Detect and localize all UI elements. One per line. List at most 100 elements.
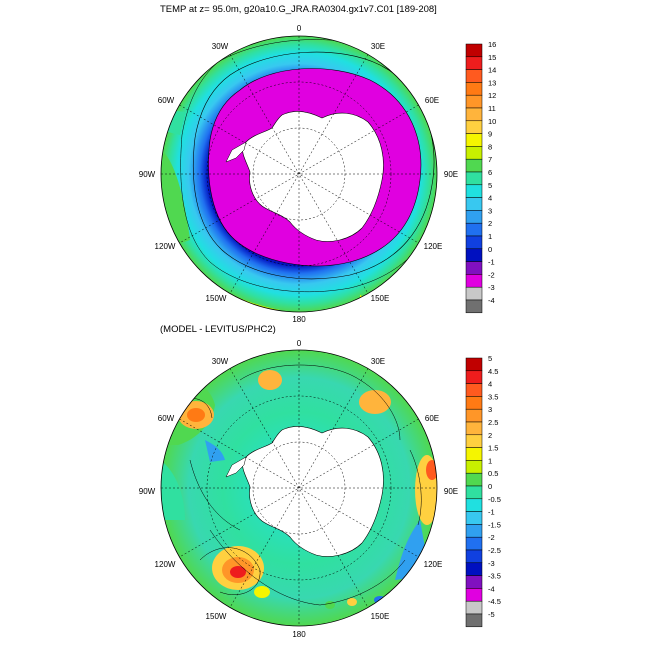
top-lon-label-30w: 30W — [212, 42, 229, 51]
top-colorbar-label: 15 — [488, 53, 496, 62]
top-colorbar-swatch — [465, 210, 483, 224]
bottom-colorbar-swatch — [465, 485, 483, 500]
bottom-lon-label-90w: 90W — [139, 487, 156, 496]
bottom-lon-label-90e: 90E — [444, 487, 458, 496]
bottom-graticule — [161, 350, 437, 626]
top-colorbar-swatch — [465, 133, 483, 147]
top-antarctic-peninsula — [225, 141, 247, 163]
top-colorbar-label: -3 — [488, 283, 495, 292]
top-colorbar-swatch — [465, 56, 483, 70]
top-colorbar-swatch — [465, 274, 483, 288]
bottom-lon-label-60w: 60W — [158, 414, 175, 423]
bottom-colorbar-label: -3.5 — [488, 572, 501, 581]
bottom-colorbar-label: -3 — [488, 559, 495, 568]
top-colorbar-swatch — [465, 184, 483, 198]
bottom-warm-anomaly-0 — [258, 370, 282, 390]
bottom-colorbar: 5 4.5 4 3.5 3 2.5 2 1.5 1 0.5 0 -0.5 -1 -1.5 -2 -2.5 -3 -… — [465, 354, 501, 628]
bottom-colorbar-swatch — [465, 460, 483, 474]
bottom-colorbar-label: -2 — [488, 533, 495, 542]
bottom-colorbar-swatch — [465, 357, 483, 372]
bottom-anomaly-90w — [161, 460, 185, 520]
top-colorbar-label: 1 — [488, 232, 492, 241]
bottom-colorbar-swatch — [465, 421, 483, 436]
bottom-colorbar-label: 4 — [488, 380, 492, 389]
bottom-colorbar-label: 4.5 — [488, 367, 498, 376]
bottom-colorbar-label: -4 — [488, 584, 495, 593]
bottom-colorbar-swatch — [465, 472, 483, 487]
top-colorbar-label: 5 — [488, 181, 492, 190]
bottom-lon-label-30e: 30E — [371, 357, 385, 366]
top-colorbar-swatch — [465, 235, 483, 250]
bottom-colorbar-label: 1 — [488, 456, 492, 465]
top-colorbar-label: 0 — [488, 245, 492, 254]
bottom-colorbar-label: -1.5 — [488, 520, 501, 529]
top-map-border — [160, 35, 438, 313]
bottom-colorbar-label: 3 — [488, 405, 492, 414]
bottom-colorbar-swatch — [465, 408, 483, 423]
bottom-anomaly-150w — [254, 586, 270, 598]
top-lon-label-90w: 90W — [139, 170, 156, 179]
top-colorbar-label: 16 — [488, 40, 496, 49]
bottom-cool-anomaly-peninsula — [205, 440, 225, 462]
top-lon-label-120e: 120E — [424, 242, 443, 251]
top-colorbar-label: -1 — [488, 258, 495, 267]
bottom-colorbar-swatch — [465, 588, 483, 602]
bottom-colorbar-swatch — [465, 549, 483, 564]
top-colorbar-label: -4 — [488, 296, 495, 305]
top-colorbar-swatch — [465, 158, 483, 173]
bottom-colorbar-label: 3.5 — [488, 392, 498, 401]
bottom-colorbar-swatch — [465, 434, 483, 448]
top-lon-label-150e: 150E — [371, 294, 390, 303]
bottom-colorbar-swatch — [465, 383, 483, 397]
bottom-colorbar-swatch — [465, 524, 483, 538]
bottom-map-title: (MODEL - LEVITUS/PHC2) — [160, 324, 276, 335]
bottom-colorbar-swatch — [465, 396, 483, 410]
bottom-map-border — [160, 349, 438, 627]
bottom-colorbar-swatch — [465, 562, 483, 576]
bottom-lon-label-60e: 60E — [425, 414, 439, 423]
bottom-lon-label-120e: 120E — [424, 560, 443, 569]
top-colorbar-swatch — [465, 146, 483, 160]
top-colorbar-swatch — [465, 82, 483, 96]
bottom-lon-label-180: 180 — [292, 630, 306, 639]
top-lon-label-60e: 60E — [425, 96, 439, 105]
bottom-lon-label-30w: 30W — [212, 357, 229, 366]
bottom-colorbar-label: 5 — [488, 354, 492, 363]
top-colorbar-label: 4 — [488, 194, 492, 203]
bottom-warm-anomaly-30e — [359, 390, 391, 414]
top-colorbar-swatch — [465, 94, 483, 109]
bottom-lon-label-120w: 120W — [155, 560, 176, 569]
bottom-colorbar-label: 2.5 — [488, 418, 498, 427]
bottom-lon-label-0: 0 — [297, 339, 302, 348]
bottom-colorbar-label: -1 — [488, 508, 495, 517]
bottom-colorbar-swatch — [465, 498, 483, 512]
bottom-colorbar-label: 2 — [488, 431, 492, 440]
top-colorbar-label: 11 — [488, 104, 496, 113]
top-lon-label-120w: 120W — [155, 242, 176, 251]
top-graticule — [161, 36, 437, 312]
top-colorbar-swatch — [465, 286, 483, 301]
top-colorbar-swatch — [465, 43, 483, 58]
top-colorbar-label: 9 — [488, 130, 492, 139]
top-map-title: TEMP at z= 95.0m, g20a10.G_JRA.RA0304.gx… — [160, 4, 437, 15]
top-colorbar-swatch — [465, 120, 483, 134]
top-colorbar-label: 10 — [488, 117, 496, 126]
top-colorbar-swatch — [465, 197, 483, 211]
bottom-colorbar-swatch — [465, 370, 483, 384]
top-polar-map: 0 30E 60E 90E 120E 150E 180 150W 120W 90… — [139, 24, 458, 324]
bottom-lon-label-150w: 150W — [206, 612, 227, 621]
top-lon-label-180: 180 — [292, 315, 306, 324]
top-antarctica-landmass — [242, 110, 384, 242]
bottom-colorbar-label: 0 — [488, 482, 492, 491]
top-colorbar-swatch — [465, 69, 483, 83]
bottom-colorbar-swatch — [465, 511, 483, 525]
bottom-colorbar-swatch — [465, 600, 483, 615]
top-colorbar-swatch — [465, 222, 483, 237]
bottom-antarctica-landmass — [242, 425, 384, 557]
top-lon-label-60w: 60W — [158, 96, 175, 105]
bottom-lon-label-150e: 150E — [371, 612, 390, 621]
top-colorbar-label: 12 — [488, 91, 496, 100]
top-colorbar-swatch — [465, 299, 483, 314]
